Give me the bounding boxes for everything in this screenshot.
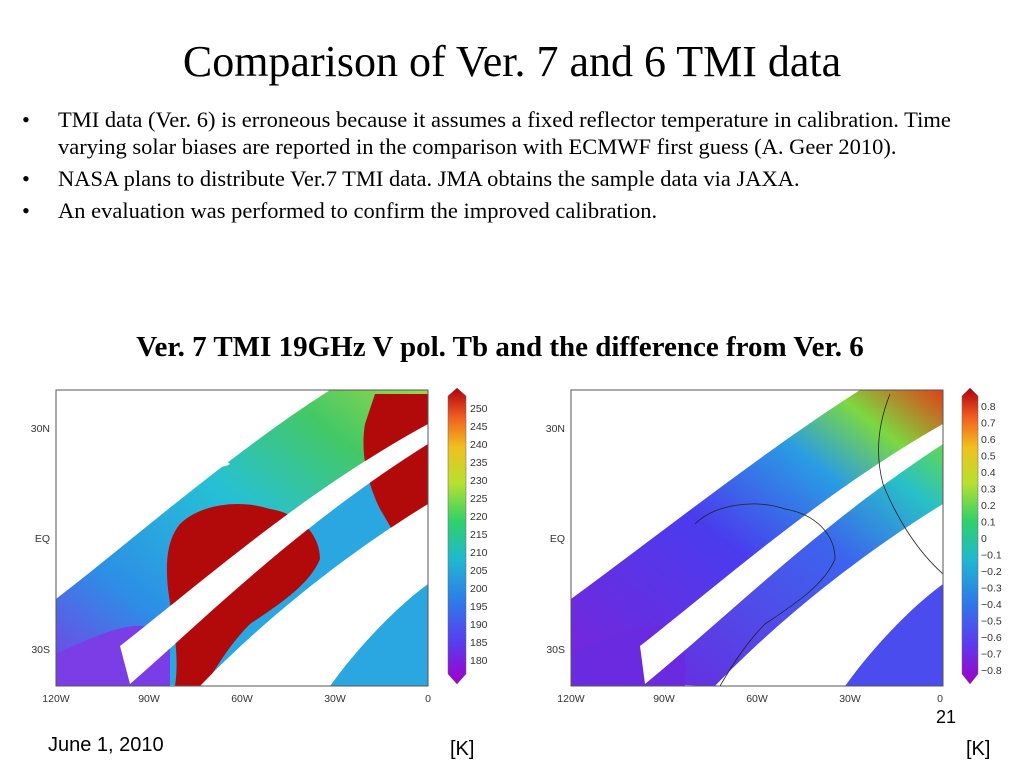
colorbar-label: 250 (470, 403, 488, 415)
y-tick: 30S (31, 644, 50, 656)
bullet-dot: • (22, 198, 30, 223)
x-tick: 60W (746, 693, 768, 705)
colorbar-label: 185 (470, 637, 488, 649)
bullet-text: An evaluation was performed to confirm t… (58, 198, 658, 223)
colorbar-label: −0.1 (981, 550, 1002, 562)
map-figures: 120W 90W 60W 30W 0 30N EQ 30S 250 245 24… (31, 387, 1002, 705)
colorbar-label: 0.3 (981, 484, 996, 496)
swath-gap (571, 390, 745, 467)
x-tick: 0 (937, 693, 943, 705)
colorbar-label: 230 (470, 475, 488, 487)
bullet-text: TMI data (Ver. 6) is erroneous because i… (58, 107, 951, 159)
swath-gap (200, 504, 428, 686)
colorbar-label: 205 (470, 565, 488, 577)
swath-gap (120, 424, 428, 684)
bullet-item: • NASA plans to distribute Ver.7 TMI data… (22, 165, 1012, 192)
y-axis-ticks: 30N EQ 30S (31, 423, 50, 656)
x-axis-ticks: 120W 90W 60W 30W 0 (557, 693, 943, 705)
bullet-text: NASA plans to distribute Ver.7 TMI data.… (58, 166, 800, 191)
swath-gap (640, 424, 943, 684)
bullet-item: • An evaluation was performed to confirm … (22, 197, 1012, 224)
swath-4 (330, 584, 428, 686)
colorbar-label: 220 (470, 511, 488, 523)
swath-gap (56, 390, 230, 467)
colorbar-label: 0.4 (981, 467, 996, 479)
colorbar-label: 0.6 (981, 434, 996, 446)
colorbar-label: −0.2 (981, 566, 1002, 578)
colorbar-label: 190 (470, 619, 488, 631)
colorbar-label: 215 (470, 529, 488, 541)
y-tick: EQ (550, 533, 565, 545)
swath-2 (645, 444, 943, 686)
x-tick: 30W (324, 693, 346, 705)
colorbar-label: 235 (470, 457, 488, 469)
x-tick: 60W (231, 693, 253, 705)
colorbar-label: 210 (470, 547, 488, 559)
x-tick: 120W (42, 693, 70, 705)
tb-colorbar: 250 245 240 235 230 225 220 215 210 205 … (447, 387, 488, 685)
y-tick: 30N (31, 423, 50, 435)
tb-map: 120W 90W 60W 30W 0 30N EQ 30S 250 245 24… (31, 387, 488, 705)
x-tick: 90W (138, 693, 160, 705)
bullet-item: • TMI data (Ver. 6) is erroneous because … (22, 106, 1012, 160)
bullet-dot: • (22, 166, 30, 191)
colorbar-label: 245 (470, 421, 488, 433)
x-tick: 120W (557, 693, 585, 705)
slide-title: Comparison of Ver. 7 and 6 TMI data (182, 37, 842, 86)
page-number: 21 (936, 707, 957, 727)
colorbar-label: 225 (470, 493, 488, 505)
x-axis-ticks: 120W 90W 60W 30W 0 (42, 693, 431, 705)
colorbar-label: 195 (470, 601, 488, 613)
colorbar-label: −0.7 (981, 649, 1002, 661)
colorbar-label: −0.8 (981, 665, 1002, 677)
colorbar-label: −0.5 (981, 616, 1002, 628)
swath-4 (845, 584, 943, 686)
colorbar-label: −0.4 (981, 599, 1002, 611)
date-footer: June 1, 2010 (48, 734, 164, 756)
colorbar-label: 0.2 (981, 500, 996, 512)
swath-gap (715, 504, 943, 686)
difference-colorbar: 0.8 0.7 0.6 0.5 0.4 0.3 0.2 0.1 0 −0.1 −… (961, 387, 1002, 685)
colorbar-label: −0.6 (981, 632, 1002, 644)
bullet-list: • TMI data (Ver. 6) is erroneous because … (22, 106, 1012, 229)
colorbar-label: 0.8 (981, 401, 996, 413)
swath-1 (571, 390, 943, 684)
colorbar-label: 0 (981, 533, 987, 545)
coastline-south-america (694, 503, 836, 686)
colorbar-label: 200 (470, 583, 488, 595)
unit-label-left: [K] (450, 738, 475, 760)
x-tick: 0 (425, 693, 431, 705)
y-tick: EQ (35, 533, 50, 545)
colorbar-label: 0.1 (981, 517, 996, 529)
figure-subtitle: Ver. 7 TMI 19GHz V pol. Tb and the diffe… (136, 331, 864, 363)
colorbar-label: 240 (470, 439, 488, 451)
x-tick: 90W (653, 693, 675, 705)
y-tick: 30S (546, 644, 565, 656)
colorbar-label: 0.5 (981, 451, 996, 463)
colorbar-label: −0.3 (981, 583, 1002, 595)
y-tick: 30N (546, 423, 565, 435)
coastline-africa (878, 393, 943, 575)
colorbar-label: 180 (470, 655, 488, 667)
bullet-dot: • (22, 107, 30, 132)
colorbar-label: 0.7 (981, 418, 996, 430)
x-tick: 30W (839, 693, 861, 705)
difference-map: 120W 90W 60W 30W 0 30N EQ 30S 0.8 0.7 0.… (546, 387, 1002, 705)
unit-label-right: [K] (966, 738, 991, 760)
y-axis-ticks: 30N EQ 30S (546, 423, 565, 656)
